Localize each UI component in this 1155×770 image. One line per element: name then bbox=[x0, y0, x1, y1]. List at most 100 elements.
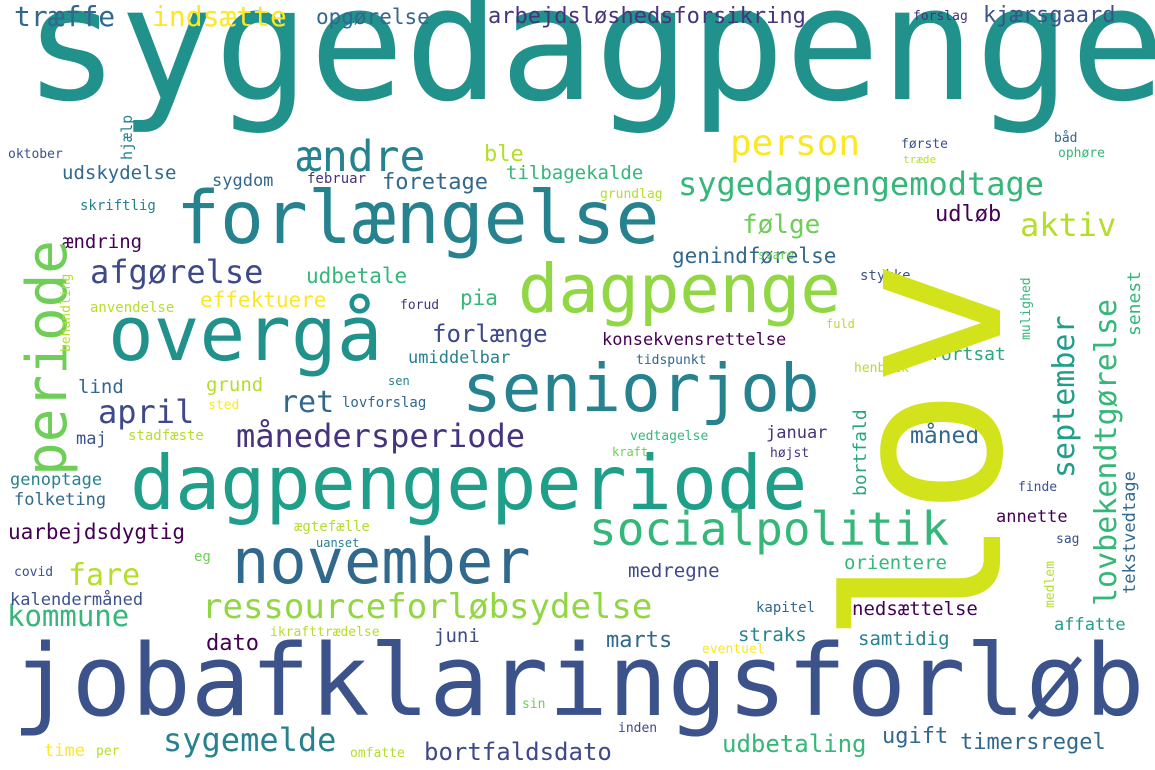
word-effektuere: effektuere bbox=[200, 288, 327, 312]
word-ressourceforlobsydelse: ressourceforløbsydelse bbox=[202, 587, 653, 627]
word-sygedagpenge: sygedagpenge bbox=[24, 0, 1155, 137]
word-kjaersgaard: kjærsgaard bbox=[983, 3, 1116, 28]
word-annette: annette bbox=[996, 507, 1068, 527]
word-sen: sen bbox=[388, 374, 410, 388]
word-maj: maj bbox=[76, 429, 107, 449]
word-uanset: uanset bbox=[316, 536, 360, 550]
word-senest: senest bbox=[1124, 270, 1145, 336]
word-eg: eg bbox=[194, 549, 211, 565]
word-vedtagelse: vedtagelse bbox=[630, 429, 709, 444]
word-lovbekendtgorelse: lovbekendtgørelse bbox=[1089, 298, 1124, 606]
word-september: september bbox=[1047, 315, 1082, 478]
word-forud: forud bbox=[400, 298, 440, 313]
word-timersregel: timersregel bbox=[960, 730, 1106, 755]
word-time: time bbox=[44, 741, 85, 761]
word-udbetaling: udbetaling bbox=[722, 730, 867, 758]
word-fare: fare bbox=[68, 558, 141, 593]
word-skriftlig: skriftlig bbox=[80, 198, 156, 214]
word-udbetale: udbetale bbox=[306, 264, 408, 288]
word-folketing: folketing bbox=[14, 490, 107, 510]
word-medlem: medlem bbox=[1043, 561, 1058, 608]
word-sted: sted bbox=[208, 398, 240, 413]
word-maanedersperiode: månedersperiode bbox=[236, 417, 525, 455]
word-anvendelse: anvendelse bbox=[90, 300, 175, 316]
word-tilbagekalde: tilbagekalde bbox=[506, 162, 644, 184]
word-aendre: ændre bbox=[296, 132, 426, 182]
word-covid: covid bbox=[14, 565, 54, 580]
word-affatte: affatte bbox=[1054, 615, 1126, 635]
word-ble: ble bbox=[484, 142, 524, 167]
word-stykke: stykke bbox=[860, 268, 911, 284]
word-januar: januar bbox=[766, 423, 828, 443]
word-forste: første bbox=[901, 137, 948, 152]
word-november: november bbox=[232, 525, 531, 598]
word-aegtefaelle: ægtefælle bbox=[294, 519, 370, 535]
word-tekstvedtage: tekstvedtage bbox=[1120, 471, 1140, 594]
word-dato: dato bbox=[206, 631, 259, 656]
word-grundlag: grundlag bbox=[600, 187, 663, 202]
word-inden: inden bbox=[618, 721, 658, 736]
word-fortsat: fortsat bbox=[930, 344, 1006, 365]
word-sygdom: sygdom bbox=[212, 171, 274, 191]
word-folge: følge bbox=[742, 210, 821, 240]
word-overgaa: overgå bbox=[108, 289, 383, 378]
word-forslag: forslag bbox=[913, 9, 968, 24]
word-grund: grund bbox=[206, 374, 264, 396]
word-maaned: måned bbox=[910, 423, 980, 449]
word-dagpengeperiode: dagpengeperiode bbox=[130, 439, 808, 527]
word-eventuel: eventuel bbox=[702, 642, 765, 657]
word-konsekvensrettelse: konsekvensrettelse bbox=[602, 330, 787, 350]
word-sygedagpengemodtage: sygedagpengemodtage bbox=[678, 165, 1045, 203]
word-straks: straks bbox=[738, 624, 807, 646]
word-samtidig: samtidig bbox=[858, 628, 950, 650]
word-fuld: fuld bbox=[826, 317, 855, 331]
word-forlaenge: forlænge bbox=[432, 320, 548, 348]
word-jobafklaringsforlob: jobafklaringsforløb bbox=[12, 624, 1145, 739]
word-indsaette: indsætte bbox=[152, 0, 287, 33]
word-sin: sin bbox=[522, 697, 546, 712]
word-pia: pia bbox=[460, 286, 498, 310]
word-umiddelbar: umiddelbar bbox=[408, 348, 511, 368]
word-hjaelp: hjælp bbox=[118, 114, 136, 160]
word-kommune: kommune bbox=[7, 599, 130, 633]
word-kraft: kraft bbox=[612, 445, 649, 459]
word-baad: båd bbox=[1054, 131, 1078, 146]
word-ugift: ugift bbox=[882, 724, 949, 749]
word-oktober: oktober bbox=[8, 147, 63, 162]
word-nedsaettelse: nedsættelse bbox=[852, 598, 978, 620]
word-ikrafttraedelse: ikrafttrædelse bbox=[270, 625, 380, 640]
word-traeffe: træffe bbox=[14, 0, 116, 33]
word-april: april bbox=[98, 393, 195, 431]
word-dagpenge: dagpenge bbox=[518, 250, 841, 328]
word-genoptage: genoptage bbox=[10, 470, 103, 490]
word-ret: ret bbox=[280, 385, 335, 420]
word-genindforelse: genindførelse bbox=[672, 244, 837, 268]
word-seniorjob: seniorjob bbox=[462, 350, 820, 427]
word-afgorelse: afgørelse bbox=[90, 253, 264, 291]
word-behandling: behandling bbox=[59, 273, 74, 352]
word-udlob: udløb bbox=[935, 202, 1002, 227]
word-tidspunkt: tidspunkt bbox=[636, 353, 707, 368]
word-marts: marts bbox=[606, 628, 673, 653]
word-mulighed: mulighed bbox=[1019, 277, 1034, 340]
word-svare: svare bbox=[758, 248, 795, 262]
word-juni: juni bbox=[434, 625, 480, 647]
word-opgorelse: opgørelse bbox=[316, 5, 430, 29]
word-traede: træde bbox=[903, 153, 937, 166]
word-februar: februar bbox=[307, 171, 367, 187]
word-kapitel: kapitel bbox=[756, 600, 816, 616]
word-foretage: foretage bbox=[382, 170, 488, 195]
word-aktiv: aktiv bbox=[1020, 206, 1117, 244]
word-kalendermaaned: kalendermåned bbox=[10, 590, 144, 610]
word-uarbejdsdygtig: uarbejdsdygtig bbox=[8, 520, 186, 544]
word-udskydelse: udskydelse bbox=[62, 162, 177, 184]
word-lind: lind bbox=[78, 376, 124, 398]
word-bortfald: bortfald bbox=[850, 409, 871, 496]
word-omfatte: omfatte bbox=[350, 746, 405, 761]
word-bortfaldsdato: bortfaldsdato bbox=[424, 738, 612, 766]
word-stadfaeste: stadfæste bbox=[128, 428, 204, 444]
word-socialpolitik: socialpolitik bbox=[589, 502, 950, 556]
word-forlaengelse: forlængelse bbox=[176, 176, 660, 261]
word-sygemelde: sygemelde bbox=[163, 721, 337, 759]
